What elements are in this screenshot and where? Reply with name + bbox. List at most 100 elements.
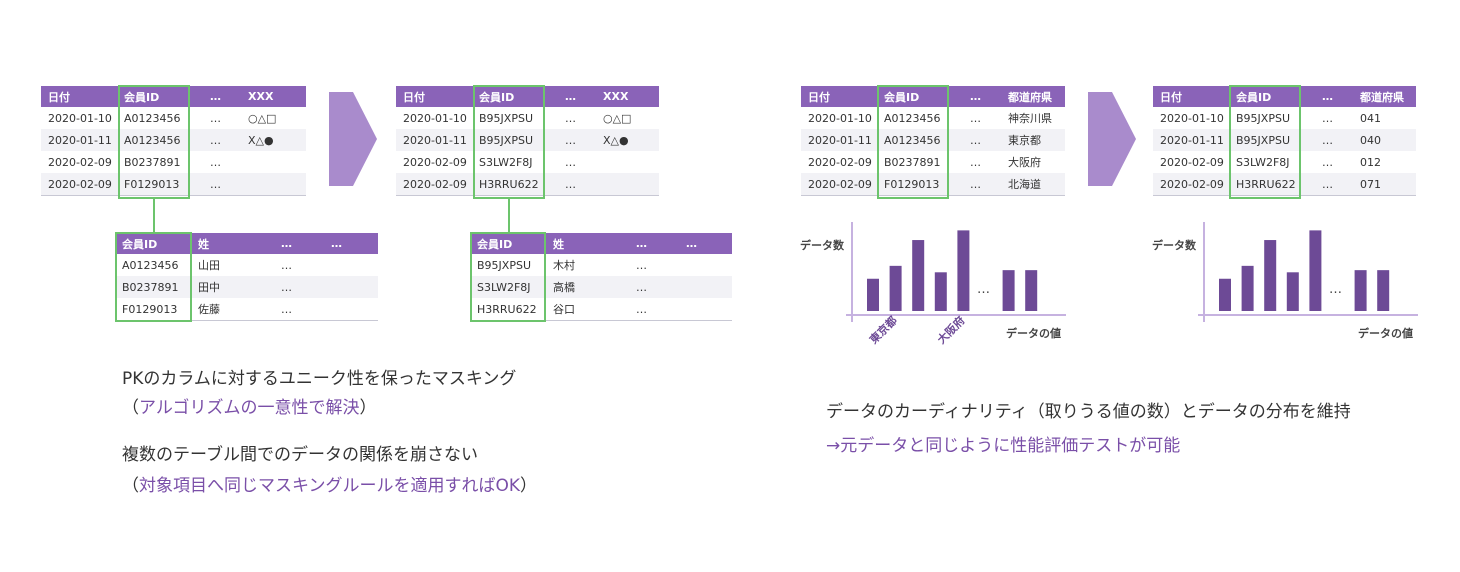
table-cell: 神奈川県 — [1008, 112, 1052, 125]
table-row: F0129013 佐藤… — [115, 298, 378, 321]
table-cell: … — [210, 155, 221, 169]
table-cell: B95JXPSU — [1236, 133, 1290, 147]
table-cell: 2020-01-10 — [403, 111, 467, 125]
bar — [1219, 278, 1231, 311]
caption-uniqueness-detail: アルゴリズムの一意性で解決 — [139, 398, 360, 418]
table-cell: F0129013 — [122, 302, 178, 316]
table-cell: 2020-02-09 — [1160, 155, 1224, 169]
table-header-row: 会員ID 姓 … … — [470, 233, 732, 254]
header-cell: … — [210, 90, 221, 103]
table-member-original: 会員ID 姓…… A0123456 山田… B0237891 田中… F0129013 佐藤… — [115, 233, 378, 321]
table-cell: A0123456 — [884, 133, 941, 147]
pk-highlight-1 — [118, 85, 190, 199]
table-cell: … — [565, 155, 576, 169]
table-cell: 071 — [1360, 177, 1381, 191]
table-cell: 谷口 — [553, 303, 575, 316]
pk-highlight-2 — [115, 232, 192, 322]
table-row: 2020-01-11 A0123456 … X△● — [41, 129, 306, 151]
header-cell: 会員ID — [122, 237, 158, 251]
header-cell: … — [281, 237, 292, 250]
table-cell: 大阪府 — [1008, 156, 1041, 169]
table-row: B95JXPSU 木村 … — [470, 254, 732, 276]
header-cell: 会員ID — [124, 90, 160, 104]
table-cell: 2020-02-09 — [1160, 177, 1224, 191]
table-cell: 2020-01-11 — [808, 133, 872, 147]
table-cell: A0123456 — [122, 258, 179, 272]
table-cell: A0123456 — [124, 133, 181, 147]
bar-ellipsis: … — [1329, 282, 1342, 297]
table-cell: 2020-02-09 — [48, 177, 112, 191]
table-cell: … — [970, 111, 981, 125]
table-cell: … — [1322, 133, 1333, 147]
table-cell: 2020-02-09 — [808, 155, 872, 169]
table-row: 2020-02-09 S3LW2F8J… — [396, 151, 659, 173]
bar — [912, 240, 925, 311]
table-cell: 040 — [1360, 133, 1381, 147]
caption-relations-detail: 対象項目へ同じマスキングルールを適用すればOK — [139, 476, 521, 496]
table-cell: 041 — [1360, 111, 1381, 125]
table-cell: 佐藤 — [198, 303, 220, 316]
header-cell: 会員ID — [479, 90, 515, 104]
table-cell: … — [970, 177, 981, 191]
table-header-row: 会員ID 姓…… — [115, 233, 378, 254]
relation-line-1 — [153, 199, 155, 234]
table-cell: 2020-01-10 — [1160, 111, 1224, 125]
table-cell: B95JXPSU — [479, 111, 533, 125]
bar — [934, 272, 947, 311]
table-row: 2020-02-09 H3RRU622… — [396, 173, 659, 196]
table-order-masked: 日付 会員ID… XXX 2020-01-10 B95JXPSU… ○△□ 2020-01-… — [396, 86, 659, 196]
header-cell: 姓 — [198, 237, 209, 251]
table-cell: … — [210, 177, 221, 191]
bar — [957, 230, 970, 311]
table-cell: 木村 — [553, 259, 575, 272]
table-row: H3RRU622 谷口… — [470, 298, 732, 321]
table-cell: A0123456 — [124, 111, 181, 125]
table-row: 2020-01-11 B95JXPSU … 040 — [1153, 129, 1416, 151]
bar — [1264, 240, 1277, 311]
table-row: 2020-01-10 B95JXPSU … ○△□ — [396, 107, 659, 129]
table-cell: … — [636, 280, 647, 294]
bar — [867, 278, 879, 311]
bar — [1286, 272, 1299, 311]
pk-highlight-5 — [877, 85, 949, 199]
table-cell: X△● — [248, 133, 274, 147]
paren-close-2: ） — [520, 476, 538, 496]
header-cell: … — [970, 90, 981, 103]
header-cell: 日付 — [1160, 90, 1182, 104]
paren-open: （ — [122, 398, 139, 418]
table-cell: … — [1322, 111, 1333, 125]
table-header-row: 日付 会員ID … 都道府県 — [801, 86, 1065, 107]
paren-close: ） — [359, 398, 377, 418]
table-cell: … — [565, 177, 576, 191]
table-row: 2020-02-09 S3LW2F8J … 012 — [1153, 151, 1416, 173]
table-cell: … — [1322, 155, 1333, 169]
header-cell: … — [636, 237, 647, 250]
table-cell: … — [1322, 177, 1333, 191]
table-cell: S3LW2F8J — [1236, 155, 1290, 169]
header-cell: … — [686, 237, 697, 250]
caption-performance-test: →元データと同じように性能評価テストが可能 — [826, 436, 1181, 456]
table-cell: … — [210, 133, 221, 147]
table-cell: A0123456 — [884, 111, 941, 125]
header-cell: 日付 — [48, 90, 70, 104]
table-cell: X△● — [603, 133, 629, 147]
table-prefecture-original: 日付 会員ID… 都道府県 2020-01-10 A0123456… 神奈川県 2020-0… — [801, 86, 1065, 196]
distribution-chart-masked: データ数データの値… — [1152, 222, 1418, 340]
header-cell: 会員ID — [884, 90, 920, 104]
pk-highlight-4 — [470, 232, 546, 322]
table-cell: … — [281, 258, 292, 272]
table-cell: S3LW2F8J — [477, 280, 531, 294]
table-row: 2020-01-11 B95JXPSU … X△● — [396, 129, 659, 151]
table-cell: 2020-02-09 — [403, 155, 467, 169]
table-cell: H3RRU622 — [479, 177, 539, 191]
table-cell: B95JXPSU — [477, 258, 531, 272]
pk-highlight-3 — [473, 85, 545, 199]
bar-ellipsis: … — [977, 282, 990, 297]
table-cell: … — [565, 111, 576, 125]
header-cell: 会員ID — [477, 237, 513, 251]
table-cell: … — [636, 258, 647, 272]
header-cell: 姓 — [553, 237, 564, 251]
table-cell: … — [970, 133, 981, 147]
table-order-original: 日付 会員ID… XXX 2020-01-10 A0123456… ○△□ 2020-01-… — [41, 86, 306, 196]
table-cell: 東京都 — [1008, 134, 1041, 147]
